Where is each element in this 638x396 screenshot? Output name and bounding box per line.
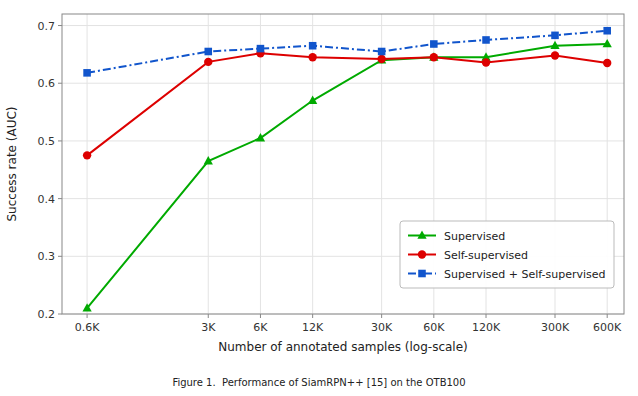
series [83, 49, 612, 160]
point [482, 36, 490, 44]
point [429, 52, 438, 60]
point [204, 48, 212, 56]
tick-label: 0.6K [75, 321, 100, 334]
legend-label: Supervised + Self-supervised [444, 268, 606, 281]
tick-label: 6K [253, 321, 268, 334]
tick-label: 0.6 [38, 77, 56, 90]
tick [58, 140, 62, 141]
axes: 0.2 0.3 0.4 0.5 0.6 0.7 0.6K 3K 6K 12K 30K 60K 120K 3… [38, 20, 623, 334]
tick-label: 600K [593, 321, 622, 334]
line [87, 53, 607, 155]
tick [260, 314, 261, 318]
point [603, 59, 611, 67]
point [430, 53, 438, 61]
point [603, 39, 612, 47]
tick [58, 198, 62, 199]
tick-label: 3K [201, 321, 216, 334]
tick-label: 30K [371, 321, 393, 334]
point [377, 55, 386, 63]
point [83, 69, 91, 77]
tick [381, 314, 382, 318]
tick [607, 314, 608, 318]
plot-data [82, 27, 611, 312]
tick [433, 314, 434, 318]
point [256, 133, 265, 141]
x-axis-label: Number of annotated samples (log-scale) [218, 340, 468, 354]
point [308, 53, 316, 61]
tick [208, 314, 209, 318]
series [82, 39, 611, 312]
tick [555, 314, 556, 318]
legend-marker [417, 230, 426, 238]
tick-label: 0.5 [38, 135, 56, 148]
legend-marker [418, 250, 426, 258]
point [551, 51, 559, 59]
tick-label: 0.4 [38, 193, 56, 206]
legend-label: Self-supervised [444, 249, 528, 262]
tick [486, 314, 487, 318]
point [550, 41, 559, 49]
point [603, 27, 611, 35]
grid-line [62, 198, 624, 199]
point [377, 55, 385, 63]
line [87, 44, 607, 308]
tick-label: 60K [423, 321, 445, 334]
point [83, 151, 91, 159]
tick-label: 0.7 [38, 20, 56, 33]
point [204, 58, 212, 66]
caption: Figure 1. Performance of SiamRPN++ [15] … [172, 377, 465, 388]
grid [62, 14, 624, 314]
point [308, 95, 317, 103]
tick-label: 12K [302, 321, 324, 334]
tick [58, 256, 62, 257]
legend-marker [418, 270, 426, 278]
series [83, 27, 611, 77]
grid-line [62, 140, 624, 141]
point [378, 48, 386, 56]
tick-label: 0.3 [38, 250, 56, 263]
line [87, 31, 607, 73]
tick-label: 300K [541, 321, 570, 334]
point [204, 156, 213, 164]
tick [58, 83, 62, 84]
chart: 0.2 0.3 0.4 0.5 0.6 0.7 0.6K 3K 6K 12K 30K 60K 120K 3… [0, 0, 638, 396]
legend-label: Supervised [444, 230, 505, 243]
tick [87, 314, 88, 318]
tick-label: 120K [472, 321, 501, 334]
point [82, 303, 91, 311]
tick [312, 314, 313, 318]
tick [58, 314, 62, 315]
point [257, 45, 265, 53]
point [309, 42, 317, 50]
grid-line [62, 25, 624, 26]
y-axis-label: Success rate (AUC) [5, 106, 19, 221]
point [551, 32, 559, 40]
legend: Supervised Self-supervised Supervised + Se… [400, 221, 614, 288]
tick-label: 0.2 [38, 308, 56, 321]
grid-line [260, 14, 261, 314]
legend-box [400, 221, 614, 288]
plot-frame [62, 14, 624, 314]
tick [58, 25, 62, 26]
grid-line [87, 14, 88, 314]
point [430, 40, 438, 48]
point [482, 58, 490, 66]
